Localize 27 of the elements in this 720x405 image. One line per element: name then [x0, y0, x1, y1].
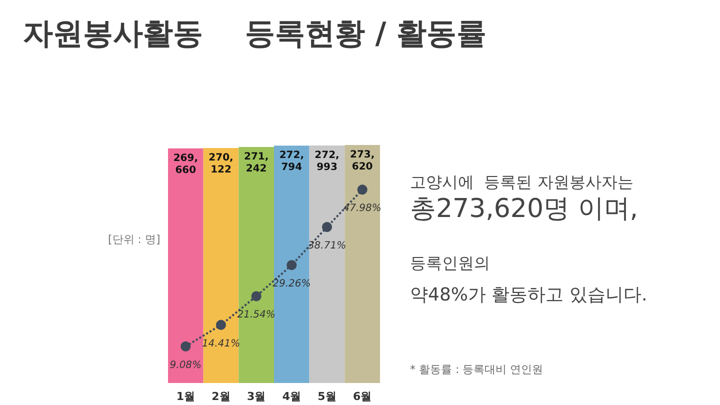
- x-tick-label: 2월: [212, 390, 230, 403]
- text: * 활동률 : 등록대비 연인원: [410, 363, 544, 376]
- x-tick-label: 1월: [176, 390, 195, 403]
- text: 등록인원의: [410, 254, 490, 272]
- data-label: 273,620: [350, 149, 375, 172]
- point: [322, 222, 332, 232]
- point: [286, 260, 297, 270]
- data-label: 14.41%: [202, 338, 240, 350]
- text: 고양시에 등록된 자원봉사자는: [410, 172, 634, 192]
- data-label: 270,122: [208, 152, 234, 176]
- text: 약48%가 활동하고 있습니다.: [410, 284, 648, 306]
- x-tick-label: 5월: [318, 390, 336, 403]
- data-label: 271,242: [244, 152, 269, 175]
- data-label: 272,993: [314, 150, 340, 173]
- point: [357, 184, 368, 195]
- data-label: 9.08%: [170, 360, 202, 371]
- point: [180, 341, 191, 352]
- x-tick-label: 3월: [247, 390, 266, 403]
- point: [216, 320, 226, 330]
- data-label: 272,794: [279, 150, 304, 174]
- x-tick-label: 6월: [353, 390, 372, 403]
- text: [단위 : 명]: [108, 233, 160, 246]
- data-label: 269,660: [173, 152, 198, 176]
- chart-title: 자원봉사활동 등록현황 / 활동률: [23, 16, 487, 52]
- point: [251, 291, 262, 302]
- x-tick-label: 4월: [282, 390, 301, 403]
- text: 총273,620명 이며,: [410, 194, 638, 224]
